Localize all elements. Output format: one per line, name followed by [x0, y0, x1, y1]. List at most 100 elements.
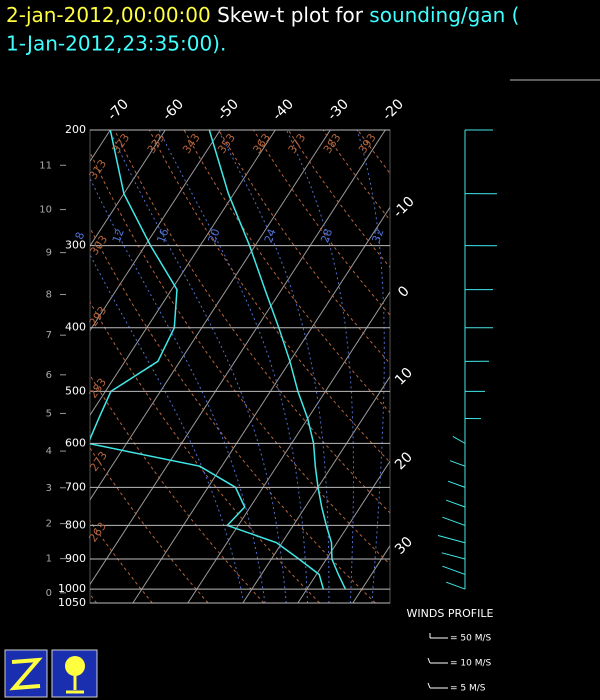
dry-adiabat: [357, 130, 390, 175]
moist-adiabat: [217, 130, 330, 603]
height-tick-label: 1: [46, 554, 52, 565]
height-tick-label: 8: [46, 289, 52, 300]
wind-barb: [446, 581, 466, 590]
dry-adiabat: [90, 520, 153, 603]
wind-legend-barb: [427, 657, 448, 664]
height-tick-label: 2: [46, 519, 52, 530]
y-tick-label: 300: [65, 239, 86, 252]
y-tick-label: 200: [65, 123, 86, 136]
height-tick-label: 10: [39, 205, 52, 216]
wind-legend-label: = 5 M/S: [450, 684, 486, 694]
temperature-label: 0: [395, 283, 413, 301]
temperature-label: 30: [392, 534, 416, 558]
profile-line: [208, 130, 347, 590]
isotherm: [90, 130, 166, 247]
dry-adiabat-label: 343: [180, 131, 203, 156]
temperature-label: -20: [380, 96, 407, 123]
temperature-label: -40: [270, 96, 297, 123]
title-date: 2-jan-2012,00:00:00: [6, 3, 211, 27]
y-tick-label: 900: [65, 552, 86, 565]
moist-adiabat-label: 12: [110, 227, 127, 245]
dry-adiabat: [90, 593, 97, 603]
dry-adiabat-label: 303: [88, 233, 111, 258]
y-tick-label: 800: [65, 518, 86, 531]
isotherm: [90, 130, 276, 416]
wind-barb: [437, 535, 466, 544]
title: 2-jan-2012,00:00:00 Skew-t plot for soun…: [6, 3, 519, 27]
dry-adiabat: [90, 301, 320, 603]
wind-barb: [446, 499, 466, 508]
isotherm: [90, 130, 221, 332]
temperature-label: -30: [325, 96, 352, 123]
height-tick-label: 9: [46, 248, 52, 259]
wind-legend-label: = 10 M/S: [450, 659, 492, 669]
logo-globe: [65, 656, 85, 676]
dry-adiabat: [287, 130, 390, 269]
title-station: sounding/gan (: [369, 3, 519, 27]
moist-adiabat-label: 32: [370, 227, 387, 245]
y-tick-label: 400: [65, 321, 86, 334]
y-tick-label: 1000: [58, 582, 86, 595]
dry-adiabat: [114, 130, 390, 514]
moist-adiabat: [90, 253, 245, 603]
moist-adiabat-label: 28: [318, 227, 335, 245]
height-tick-label: 7: [46, 330, 52, 341]
temperature-label: -70: [105, 96, 132, 123]
wind-title: WINDS PROFILE: [407, 607, 494, 620]
temperature-label: 10: [392, 365, 416, 389]
wind-barb: [449, 460, 466, 467]
logos: [4, 649, 98, 698]
dry-adiabat-label: 393: [356, 131, 379, 156]
title-text: Skew-t plot for: [217, 3, 364, 27]
logo-z: [9, 657, 43, 691]
moist-adiabat-label: 24: [262, 227, 279, 245]
dry-adiabat-label: 323: [110, 131, 133, 156]
dry-adiabat-label: 383: [321, 131, 344, 156]
moist-adiabat: [109, 130, 287, 603]
height-tick-label: 11: [39, 160, 52, 171]
moist-adiabat-label: 20: [206, 227, 223, 245]
wind-legend-barb: [429, 633, 448, 639]
y-tick-label: 600: [65, 436, 86, 449]
isotherm: [90, 130, 386, 586]
wind-barb: [442, 565, 466, 575]
dry-adiabat-label: 353: [215, 131, 238, 156]
dry-adiabat-label: 363: [250, 131, 273, 156]
dry-adiabat: [183, 130, 390, 414]
logo-stand: [66, 676, 84, 694]
temperature-label: -50: [215, 96, 242, 123]
temperature-label: -60: [160, 96, 187, 123]
temperature-label: 20: [392, 449, 416, 473]
moist-adiabat: [285, 130, 354, 603]
isotherm: [187, 291, 390, 603]
plot-frame: [89, 129, 391, 604]
wind-legend-label: = 50 M/S: [450, 634, 492, 644]
y-tick-label: 500: [65, 384, 86, 397]
y-tick-label: 700: [65, 480, 86, 493]
y-tick-label: 1050: [58, 596, 86, 609]
moist-adiabat: [356, 130, 385, 603]
wind-barb: [452, 435, 466, 444]
dry-adiabat-label: 373: [286, 131, 309, 156]
height-tick-label: 3: [46, 483, 52, 494]
dry-adiabat: [253, 130, 390, 316]
wind-barb: [442, 516, 466, 526]
dry-adiabat: [90, 374, 265, 603]
isotherm: [132, 206, 390, 603]
title-time: 1-Jan-2012,23:35:00).: [6, 32, 226, 56]
isotherm: [297, 460, 390, 603]
moist-adiabat-label: 8: [73, 230, 88, 241]
dry-adiabat: [148, 130, 390, 463]
isotherm: [90, 130, 331, 501]
wind-barb: [441, 552, 466, 560]
height-tick-label: 4: [46, 446, 52, 457]
wind-legend-barb: [427, 682, 448, 689]
dry-adiabat: [90, 151, 390, 566]
dry-adiabat: [218, 130, 390, 365]
dry-adiabat-label: 273: [87, 449, 110, 474]
profile-line: [90, 130, 325, 590]
moist-adiabat-label: 16: [154, 227, 171, 245]
height-tick-label: 0: [46, 588, 52, 599]
dry-adiabat: [90, 447, 209, 603]
